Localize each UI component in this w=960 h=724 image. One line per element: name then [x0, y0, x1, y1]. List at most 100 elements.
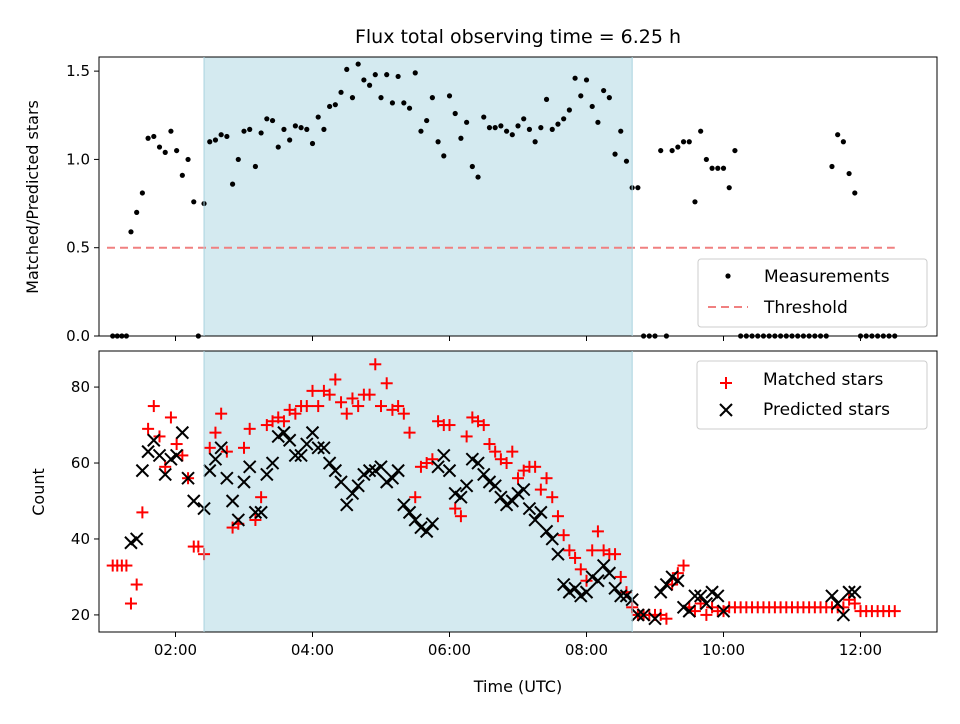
measurement-point — [309, 140, 316, 147]
measurement-point — [515, 123, 521, 129]
x-axis-label: Time (UTC) — [473, 677, 562, 696]
predicted-star-point — [124, 536, 138, 550]
measurement-point — [709, 165, 715, 171]
predicted-star-point — [442, 463, 457, 478]
measurement-point — [829, 163, 835, 170]
measurement-point — [162, 149, 168, 155]
predicted-star-point — [454, 490, 468, 504]
predicted-star-point — [665, 570, 679, 584]
measurement-point — [174, 147, 180, 154]
measurement-point — [395, 73, 401, 80]
measurement-point — [179, 172, 185, 178]
measurement-point — [429, 95, 435, 101]
measurement-point — [349, 95, 356, 101]
y-tick-label: 1.5 — [66, 62, 90, 80]
predicted-star-point — [414, 520, 428, 535]
matched-star-point — [237, 441, 250, 454]
matched-star-point — [312, 400, 325, 413]
matched-star-point — [403, 426, 416, 439]
measurement-point — [452, 110, 458, 117]
measurement-point — [292, 123, 298, 129]
legend-measurements-label: Measurements — [764, 267, 890, 287]
matched-star-point — [848, 597, 861, 610]
measurement-point — [612, 151, 618, 157]
matched-star-point — [277, 415, 290, 428]
matched-star-point — [677, 559, 690, 572]
matched-star-point — [124, 597, 137, 610]
predicted-star-point — [340, 498, 354, 512]
measurement-point — [355, 61, 361, 67]
measurement-point — [549, 126, 555, 132]
predicted-star-point — [631, 608, 645, 622]
predicted-star-point — [397, 498, 411, 512]
measurement-point — [321, 126, 327, 132]
predicted-star-point — [260, 467, 274, 482]
matched-star-point — [176, 449, 189, 462]
predicted-star-point — [220, 471, 234, 485]
predicted-star-point — [282, 433, 297, 447]
measurement-point — [538, 125, 544, 131]
matched-star-point — [147, 400, 160, 413]
predicted-star-point — [517, 482, 531, 497]
measurement-point — [134, 209, 140, 215]
matched-star-point — [409, 491, 422, 504]
matched-star-point — [340, 407, 353, 420]
predicted-star-point — [288, 448, 303, 463]
matched-star-point — [380, 377, 393, 390]
x-tick-label: 04:00 — [291, 641, 334, 659]
matched-star-point — [120, 559, 133, 572]
predicted-star-point — [294, 448, 308, 463]
predicted-stars-points — [124, 425, 862, 626]
measurement-point — [498, 123, 504, 129]
predicted-star-point — [147, 433, 161, 447]
predicted-star-point — [825, 589, 839, 603]
predicted-star-point — [237, 475, 251, 489]
predicted-star-point — [591, 574, 605, 588]
measurement-point — [509, 132, 515, 138]
matched-star-point — [249, 513, 262, 526]
top-legend: Measurements Threshold — [697, 258, 928, 328]
matched-star-point — [888, 605, 901, 618]
measurement-point — [606, 95, 612, 101]
measurement-point — [566, 107, 572, 113]
predicted-star-point — [494, 490, 508, 504]
measurement-point — [572, 75, 578, 81]
predicted-star-point — [385, 471, 400, 485]
measurement-point — [424, 117, 430, 124]
measurement-point — [583, 77, 590, 83]
measurement-point — [304, 126, 310, 132]
measurement-point — [669, 147, 675, 154]
matched-star-point — [159, 460, 172, 473]
predicted-star-point — [357, 467, 371, 482]
measurement-point — [207, 139, 213, 145]
measurement-point — [435, 139, 441, 145]
measurement-point — [338, 89, 344, 95]
predicted-star-point — [231, 513, 245, 527]
predicted-star-point — [716, 604, 731, 618]
matched-star-point — [837, 601, 850, 614]
top-axes-frame — [98, 56, 938, 337]
shaded-region-bottom — [204, 351, 633, 632]
measurement-point — [618, 128, 624, 134]
predicted-star-point — [585, 570, 599, 584]
matched-star-point — [586, 544, 599, 557]
matched-star-point — [540, 472, 553, 485]
measurement-point — [185, 156, 191, 163]
matched-star-point — [489, 445, 502, 458]
predicted-star-point — [265, 456, 280, 470]
measurement-point — [269, 117, 276, 124]
measurement-point — [361, 77, 367, 83]
y-tick-label: 0.0 — [66, 327, 90, 345]
matched-star-point — [369, 358, 382, 371]
matched-star-point — [666, 578, 679, 591]
y-tick-label: 0.5 — [66, 239, 90, 257]
x-tick-label: 06:00 — [428, 641, 471, 659]
predicted-star-point — [511, 486, 525, 501]
shaded-region-top — [204, 57, 633, 336]
predicted-star-point — [391, 463, 405, 478]
legend-predicted-marker — [719, 403, 733, 417]
predicted-star-point — [659, 577, 674, 592]
top-panel: 0.0 0.5 1.0 1.5 Matched/Predicted stars Mea… — [23, 56, 938, 345]
matched-star-point — [153, 430, 166, 443]
